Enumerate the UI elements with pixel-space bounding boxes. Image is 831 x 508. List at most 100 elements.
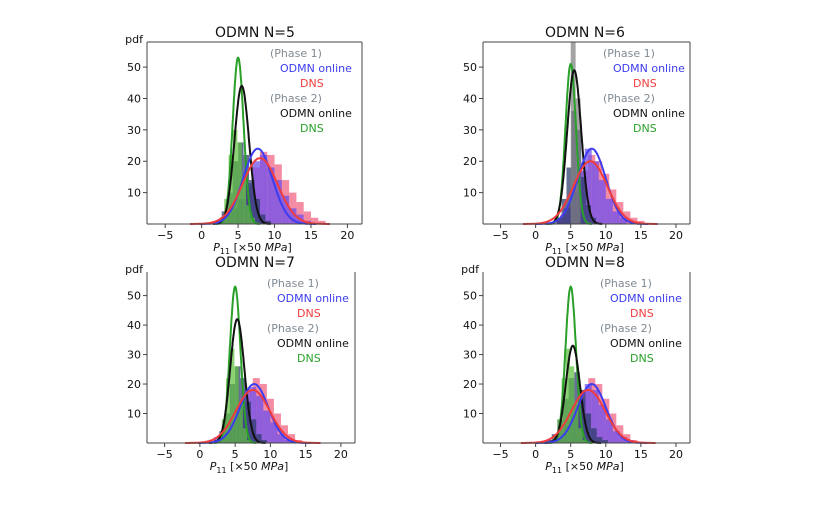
legend-entry: (Phase 2) (600, 322, 652, 335)
histogram-bar (249, 386, 257, 443)
chart-panel-2: −5 0 5 10 15 20 10 20 30 40 50 ODMN N=6 P11 [×50 MPa… (463, 25, 691, 256)
x-tick-label: 15 (299, 448, 313, 461)
histogram-bar (612, 211, 620, 224)
y-tick-label: 10 (463, 187, 477, 200)
legend-entry: DNS (297, 352, 321, 365)
chart-title: ODMN N=7 (215, 255, 295, 271)
histogram-bar (256, 395, 264, 443)
legend: (Phase 1) ODMN online DNS (Phase 2) ODMN onl… (267, 277, 349, 365)
density-curve (546, 68, 603, 225)
legend-entry: (Phase 2) (270, 92, 322, 105)
y-tick-label: 40 (127, 92, 141, 105)
histogram-bar (591, 389, 599, 443)
y-tick-label: 20 (463, 155, 477, 168)
histogram-bar (582, 440, 587, 443)
chart-title: ODMN N=6 (545, 25, 625, 41)
legend-entry: ODMN online (280, 107, 352, 120)
histogram-bar (233, 129, 238, 224)
histogram-bar (241, 176, 247, 224)
y-tick-label: 30 (463, 124, 477, 137)
histogram-bar (296, 202, 304, 224)
histogram-bar (263, 410, 271, 443)
x-tick-label: 20 (334, 448, 348, 461)
histogram-bar (261, 440, 267, 443)
density-curve (520, 388, 656, 444)
histogram-bar (270, 422, 278, 443)
legend-entry: (Phase 1) (270, 47, 322, 60)
histogram-bar (251, 419, 257, 443)
y-tick-label: 10 (127, 408, 141, 421)
x-axis-label: P11 [×50 MPa] (545, 460, 624, 475)
legend-entry: (Phase 2) (267, 322, 319, 335)
histogram-bar (570, 366, 575, 443)
histogram-bar (591, 161, 599, 224)
y-tick-label: 50 (127, 290, 141, 303)
y-axis-label: pdf (125, 33, 144, 46)
y-tick-label: 30 (127, 124, 141, 137)
histogram-bar (591, 428, 597, 443)
histogram-bar (234, 366, 239, 443)
legend-entry: DNS (630, 352, 654, 365)
y-tick-label: 20 (127, 378, 141, 391)
histogram-bar (318, 220, 326, 224)
legend-entry: DNS (630, 307, 654, 320)
x-tick-label: 15 (304, 229, 318, 242)
chart-panel-1: −5 0 5 10 15 20 10 20 30 40 50 pdf ODMN N=5 P11 [×50 … (125, 25, 363, 256)
density-curve (190, 157, 330, 225)
histogram-bar (565, 348, 571, 443)
chart-panel-4: −5 0 5 10 15 20 10 20 30 40 50 pdf ODMN N=8 P11 [×50 … (461, 255, 691, 475)
histogram-bar (240, 378, 246, 443)
y-tick-label: 10 (127, 187, 141, 200)
x-tick-label: −5 (492, 229, 508, 242)
x-tick-label: 20 (340, 229, 354, 242)
histogram-bar (310, 217, 319, 224)
legend-entry: DNS (633, 122, 657, 135)
legend-entry: (Phase 1) (603, 47, 655, 60)
legend-entry: ODMN online (277, 292, 349, 305)
y-tick-label: 40 (127, 319, 141, 332)
histogram-bar (242, 428, 248, 443)
histogram-bar (584, 148, 592, 224)
x-axis-label: P11 [×50 MPa] (545, 241, 624, 256)
legend-entry: (Phase 2) (603, 92, 655, 105)
histogram-bar (619, 217, 627, 224)
x-tick-label: 0 (532, 448, 539, 461)
x-tick-label: 5 (567, 448, 574, 461)
density-curve (523, 160, 658, 225)
legend: (Phase 1) ODMN online DNS (Phase 2) ODMN onl… (270, 47, 352, 135)
x-tick-label: 10 (263, 448, 277, 461)
histogram-bar (274, 180, 282, 224)
histogram-bar (237, 142, 242, 224)
histogram-bar (247, 440, 252, 443)
y-tick-label: 40 (463, 92, 477, 105)
histogram-bar (619, 437, 627, 443)
histogram-bar (581, 176, 587, 224)
y-axis-label: pdf (125, 263, 144, 276)
histogram-bar (585, 413, 592, 443)
legend-entry: DNS (297, 307, 321, 320)
density-curve (535, 382, 648, 444)
y-tick-label: 50 (463, 61, 477, 74)
legend-entry: DNS (300, 77, 324, 90)
x-tick-label: 5 (567, 229, 574, 242)
legend-entry: DNS (633, 77, 657, 90)
histogram-bar (602, 440, 608, 443)
legend-entry: DNS (300, 122, 324, 135)
x-tick-label: −5 (157, 448, 173, 461)
histogram-bar (284, 440, 292, 443)
x-tick-label: 15 (634, 448, 648, 461)
x-tick-label: 20 (669, 229, 683, 242)
density-curve (544, 344, 601, 444)
legend: (Phase 1) ODMN online DNS (Phase 2) ODMN onl… (603, 47, 685, 135)
x-tick-label: 5 (235, 229, 242, 242)
histogram-bar (612, 431, 620, 443)
y-axis-label: pdf (461, 263, 480, 276)
y-tick-label: 30 (127, 349, 141, 362)
histogram-bar (243, 154, 250, 224)
legend-entry: ODMN online (613, 62, 685, 75)
density-curve (549, 285, 592, 444)
histogram-bar (586, 205, 592, 224)
x-tick-label: −5 (492, 448, 508, 461)
histogram-bar (289, 208, 297, 224)
